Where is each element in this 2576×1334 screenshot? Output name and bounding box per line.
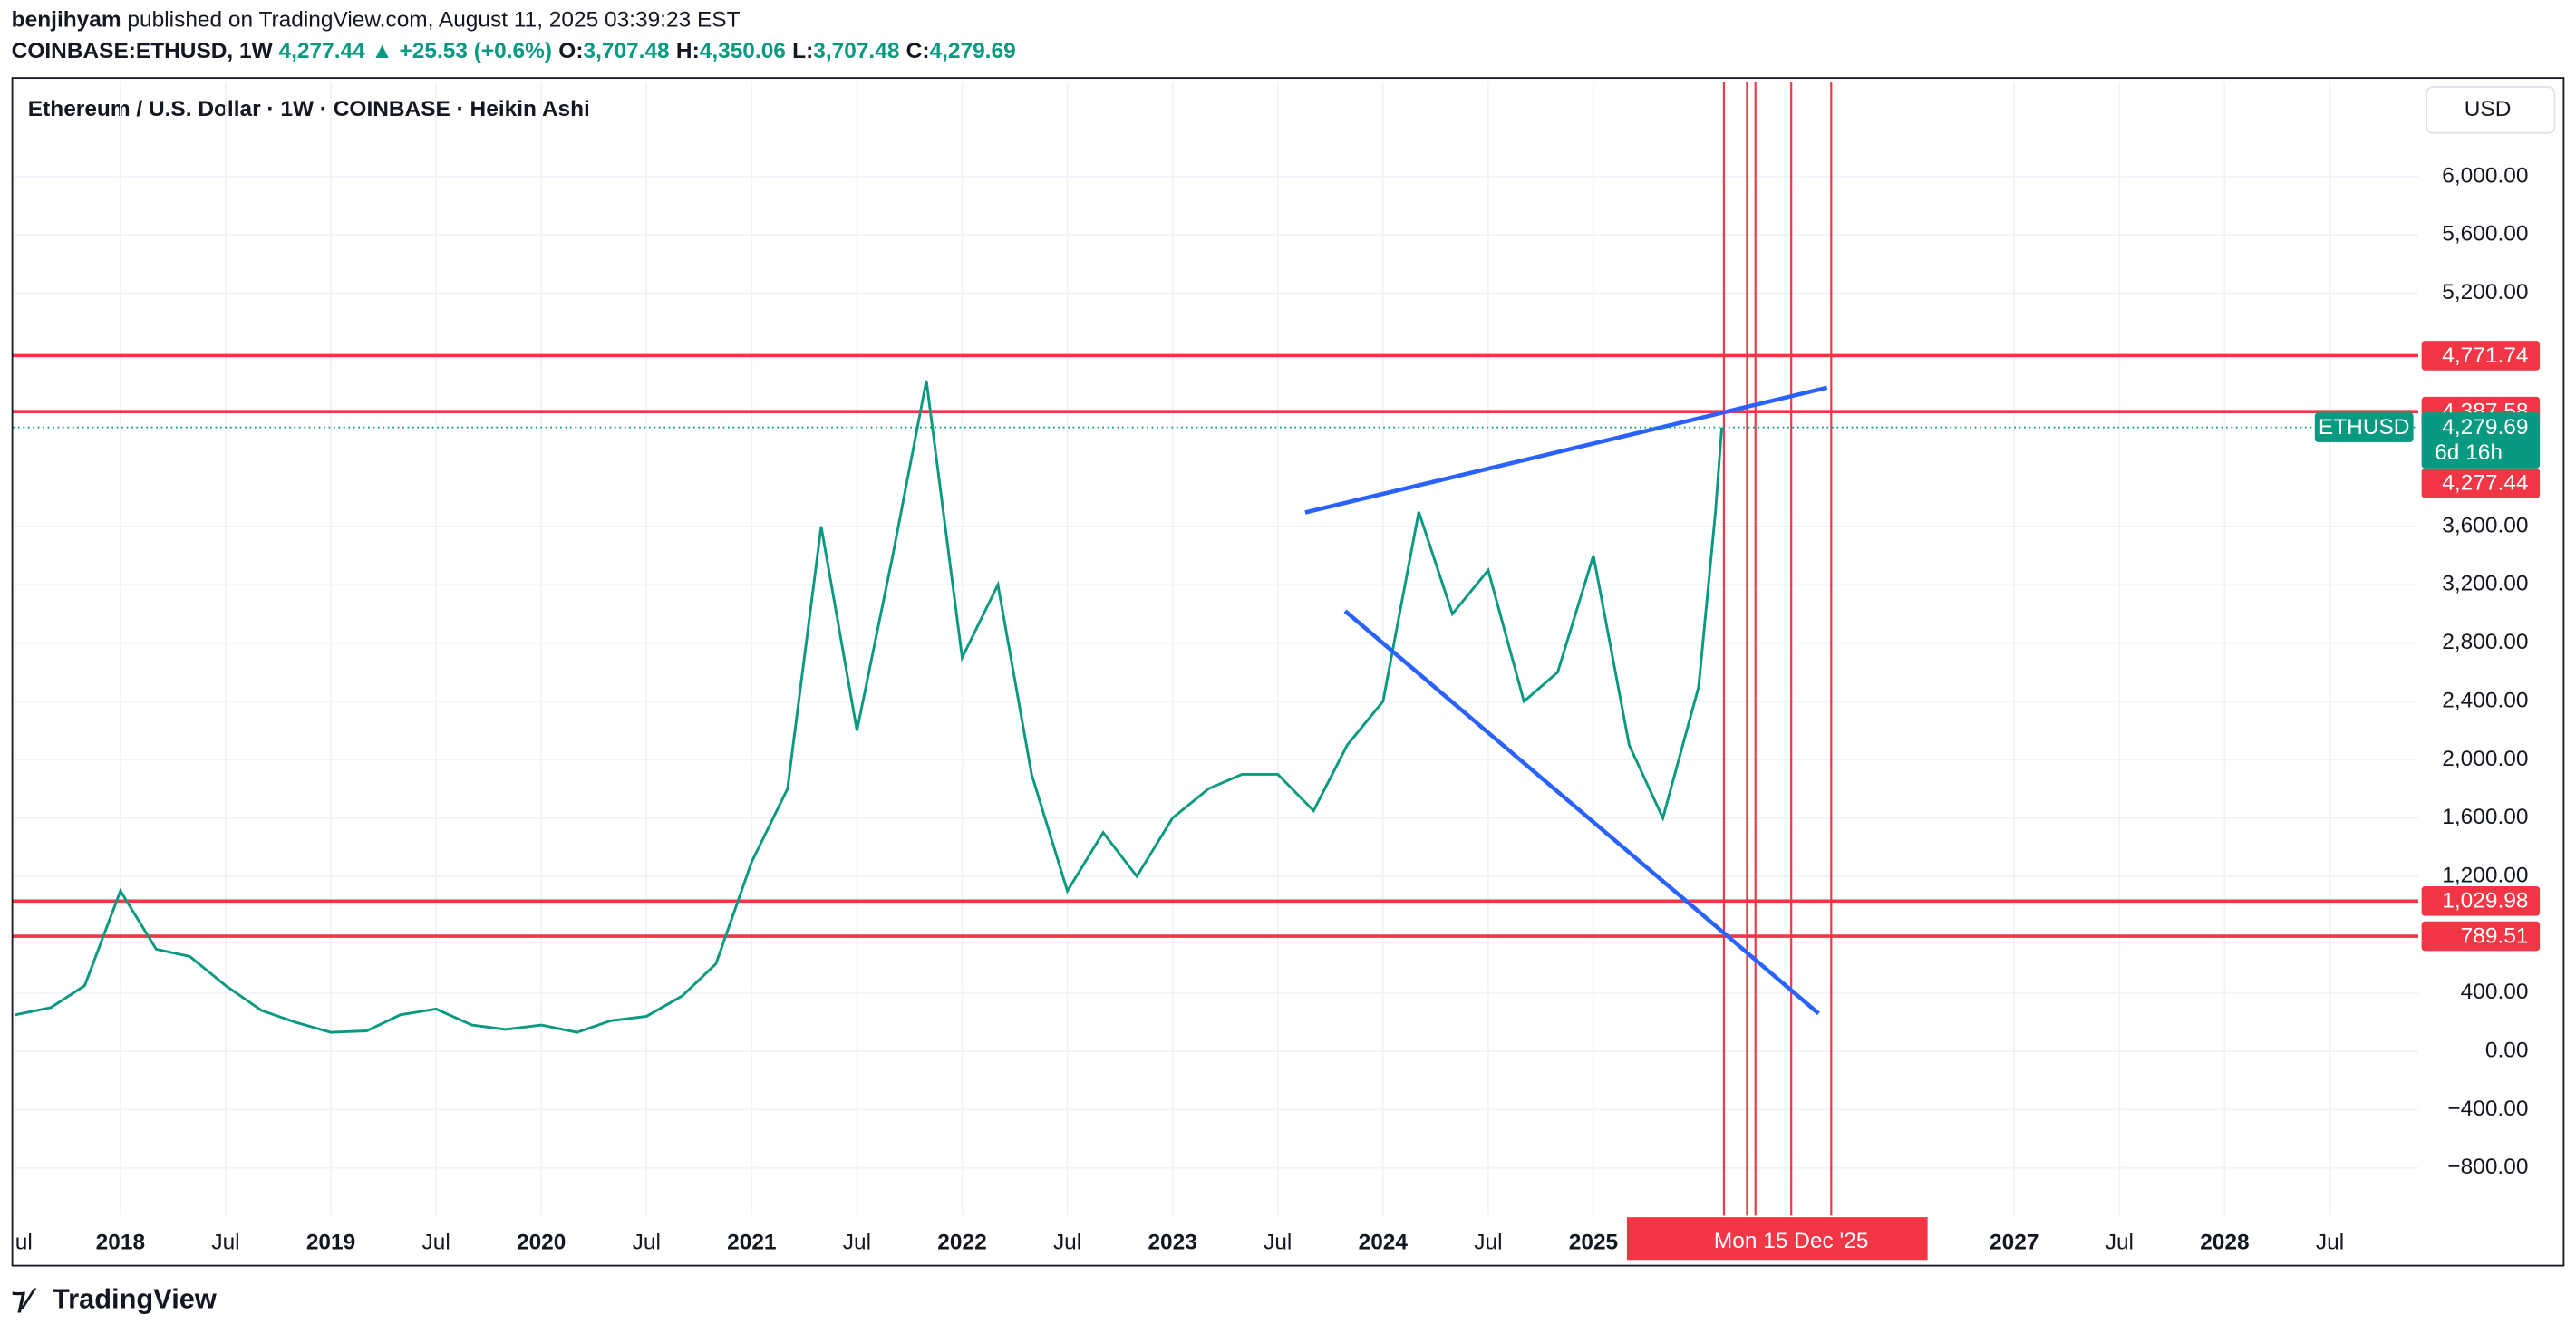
x-tick-label: 2025 [1569,1231,1618,1255]
y-tick-label: 5,600.00 [2442,222,2528,246]
ohlc-label: O: [558,39,583,63]
x-tick-label: 2024 [1359,1231,1409,1255]
level-label: 789.51 [2461,923,2529,948]
x-tick-label: Jul [211,1231,239,1255]
ohlc-label: H: [676,39,700,63]
chart-frame [11,77,2565,1267]
x-tick-label: 2018 [96,1231,145,1255]
y-tick-label: 1,200.00 [2442,863,2528,887]
symbol: COINBASE:ETHUSD, 1W [12,39,274,63]
ohlc-value: 3,707.48 [583,39,669,63]
level-label-bg [2421,921,2541,952]
level-label: 4,771.74 [2442,343,2528,368]
y-tick-label: 5,200.00 [2442,280,2528,304]
y-tick-label: 1,600.00 [2442,805,2528,829]
ohlc-label: C: [906,39,930,63]
grid [13,82,2418,1216]
y-tick-label: 3,200.00 [2442,572,2528,596]
ohlc-value: 4,279.69 [929,39,1015,63]
labels: −800.00 −400.00 0.00 400.00 1,200.00 1,600.00… [15,163,2541,1261]
crosshair-label-bg [1626,1217,1928,1261]
currency[interactable]: USD [2465,97,2512,121]
chart-title: Ethereum / U.S. Dollar · 1W · COINBASE ·… [28,97,590,121]
last-label: 4,279.69 [2442,415,2528,440]
x-tick-label: 2020 [517,1231,566,1255]
header-line-1: benjihyam published on TradingView.com, … [12,8,741,33]
y-tick-label: 6,000.00 [2442,163,2528,188]
trendline [1343,609,1820,1016]
y-tick-label: 2,400.00 [2442,688,2528,712]
x-tick-label: 2019 [306,1231,355,1255]
x-tick-label: Jul [843,1231,871,1255]
last-name-bg [2314,412,2414,442]
trendline [1304,385,1828,515]
price-line [15,380,1724,1034]
y-tick-label: −400.00 [2447,1097,2528,1121]
brand: TradingView [53,1283,218,1315]
currency-button[interactable] [2426,86,2556,134]
x-tick-label: 2021 [727,1231,776,1255]
x-tick-label: 2028 [2200,1231,2249,1255]
y-tick-label: 400.00 [2461,980,2529,1004]
x-tick-label: 2023 [1148,1231,1196,1255]
ohlc-label: L: [792,39,813,63]
y-tick-label: 3,600.00 [2442,513,2528,537]
x-tick-label: Jul [1264,1231,1292,1255]
x-tick-label: Jul [2106,1231,2134,1255]
change: 4,277.44 ▲ +25.53 (+0.6%) [279,39,553,63]
y-tick-label: 0.00 [2485,1038,2529,1062]
header-line-2: COINBASE:ETHUSD, 1W 4,277.44 ▲ +25.53 (+… [12,39,1016,63]
level-label-bg [2421,341,2541,371]
open-label: 4,277.44 [2442,471,2528,496]
x-tick-label: 2027 [1990,1231,2039,1255]
author: benjihyam [12,8,121,33]
x-tick-label: ul [15,1231,33,1255]
ohlc-value: 3,707.48 [813,39,899,63]
ohlc-value: 4,350.06 [700,39,786,63]
level-label: 1,029.98 [2442,889,2528,914]
x-tick-label: Jul [421,1231,450,1255]
countdown: 6d 16h [2435,440,2503,465]
marks [13,82,2418,1216]
crosshair-label: Mon 15 Dec '25 [1714,1229,1869,1253]
x-tick-label: Jul [1474,1231,1502,1255]
x-tick-label: Jul [633,1231,661,1255]
last-name: ETHUSD [2319,415,2410,440]
y-tick-label: 2,000.00 [2442,747,2528,771]
x-tick-label: 2022 [937,1231,986,1255]
x-tick-label: Jul [2316,1231,2344,1255]
x-tick-label: Jul [1053,1231,1081,1255]
y-tick-label: −800.00 [2447,1155,2528,1179]
y-tick-label: 2,800.00 [2442,630,2528,654]
open-label-bg [2421,468,2541,498]
published: published on TradingView.com, August 11,… [127,8,740,33]
last-label-bg [2421,412,2541,469]
level-label-bg [2421,886,2541,916]
